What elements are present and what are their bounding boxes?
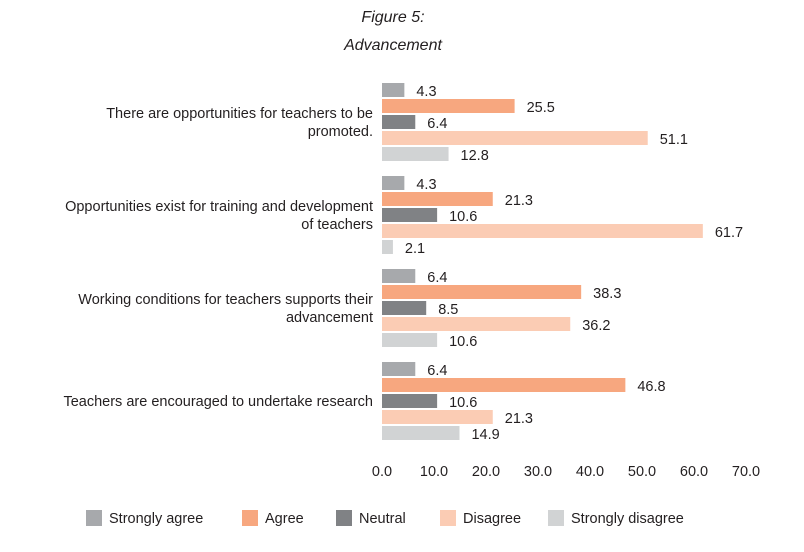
legend-label: Strongly agree — [109, 511, 203, 527]
x-tick-label: 60.0 — [680, 464, 708, 480]
x-tick-label: 30.0 — [524, 464, 552, 480]
x-axis-ticks: 0.0 10.0 20.0 30.0 40.0 50.0 60.0 70.0 — [372, 464, 760, 480]
bar-value-label: 46.8 — [637, 379, 665, 395]
bar — [382, 208, 438, 222]
bar-value-label: 38.3 — [593, 286, 621, 302]
x-tick-label: 20.0 — [472, 464, 500, 480]
bar — [382, 99, 515, 113]
bar — [382, 224, 703, 238]
chart-subtitle: Advancement — [343, 37, 442, 54]
bar-value-label: 12.8 — [461, 148, 489, 164]
legend-label: Disagree — [463, 511, 521, 527]
bar-value-label: 21.3 — [505, 411, 533, 427]
bar — [382, 269, 416, 283]
bar — [382, 317, 571, 331]
bar-value-label: 10.6 — [449, 334, 477, 350]
bar — [382, 240, 393, 254]
category-labels: There are opportunities for teachers to … — [63, 106, 373, 410]
category-label: promoted. — [308, 124, 373, 140]
bar — [382, 285, 582, 299]
bar — [382, 301, 427, 315]
legend-swatch — [440, 510, 456, 526]
bar-value-label: 51.1 — [660, 132, 688, 148]
bar — [382, 426, 460, 440]
x-tick-label: 50.0 — [628, 464, 656, 480]
bar — [382, 333, 438, 347]
legend-swatch — [242, 510, 258, 526]
x-tick-label: 40.0 — [576, 464, 604, 480]
bar — [382, 362, 416, 376]
category-label: Working conditions for teachers supports… — [78, 292, 373, 308]
bar — [382, 131, 648, 145]
bar-value-label: 36.2 — [582, 318, 610, 334]
bar-value-label: 61.7 — [715, 225, 743, 241]
legend-label: Neutral — [359, 511, 406, 527]
bar — [382, 192, 493, 206]
legend-swatch — [86, 510, 102, 526]
bar-value-label: 10.6 — [449, 395, 477, 411]
legend: Strongly agree Agree Neutral Disagree Strong… — [86, 510, 684, 527]
bar-value-label: 2.1 — [405, 241, 425, 257]
legend-label: Agree — [265, 511, 304, 527]
category-label: Teachers are encouraged to undertake res… — [63, 394, 373, 410]
bar — [382, 115, 416, 129]
bar — [382, 147, 449, 161]
bar-value-label: 6.4 — [427, 363, 447, 379]
x-tick-label: 70.0 — [732, 464, 760, 480]
bar-value-label: 6.4 — [427, 270, 447, 286]
chart-title: Figure 5: — [361, 9, 424, 26]
bar-value-label: 10.6 — [449, 209, 477, 225]
category-label: There are opportunities for teachers to … — [106, 106, 373, 122]
bar-value-label: 21.3 — [505, 193, 533, 209]
bar-value-label: 25.5 — [527, 100, 555, 116]
legend-label: Strongly disagree — [571, 511, 684, 527]
bar-value-label: 4.3 — [416, 177, 436, 193]
bar — [382, 378, 626, 392]
bar-value-label: 8.5 — [438, 302, 458, 318]
category-label: Opportunities exist for training and dev… — [65, 199, 373, 215]
bar-value-label: 14.9 — [471, 427, 499, 443]
x-tick-label: 0.0 — [372, 464, 392, 480]
bar — [382, 394, 438, 408]
category-label: advancement — [286, 310, 373, 326]
bar — [382, 83, 405, 97]
value-labels: 4.325.56.451.112.84.321.310.661.72.16.43… — [405, 84, 743, 443]
bar — [382, 410, 493, 424]
category-label: of teachers — [301, 217, 373, 233]
x-tick-label: 10.0 — [420, 464, 448, 480]
legend-swatch — [548, 510, 564, 526]
bar-value-label: 6.4 — [427, 116, 447, 132]
bars-group — [382, 83, 703, 440]
legend-swatch — [336, 510, 352, 526]
bar — [382, 176, 405, 190]
bar-value-label: 4.3 — [416, 84, 436, 100]
